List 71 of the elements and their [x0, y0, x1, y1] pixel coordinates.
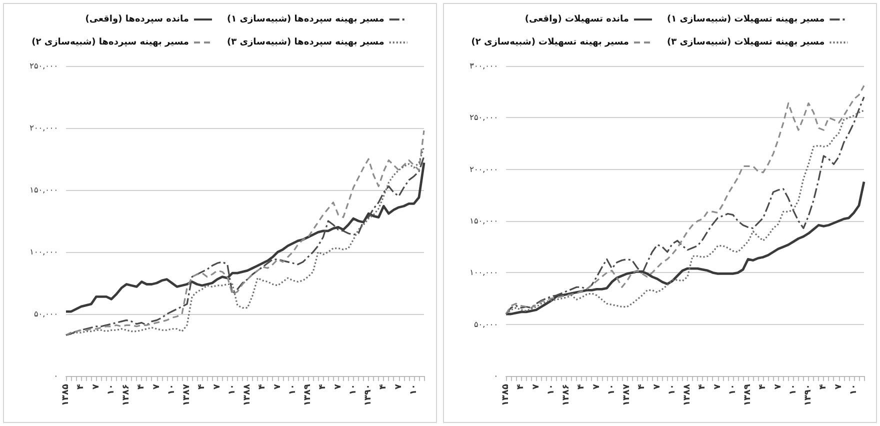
x-tick-label: ۱۰	[606, 384, 617, 395]
y-tick-label: ۱۵۰,۰۰۰	[30, 186, 58, 194]
x-tick-label: ۴	[197, 384, 208, 390]
x-tick-label: ۱۳۸۷	[182, 384, 192, 406]
x-tick-label: ۱۳۸۹	[303, 384, 314, 406]
x-tick-label: ۴	[378, 384, 389, 390]
y-tick-label: ۱۰۰,۰۰۰	[30, 248, 58, 256]
x-tick-label: ۷	[91, 384, 102, 390]
x-tick-label: ۷	[152, 384, 162, 390]
x-tick-label: ۴	[758, 384, 768, 390]
legend-label: مسیر بهینه سپرده‌ها (شبیه‌سازی ۲)	[32, 38, 189, 48]
x-tick-label: ۱۳۸۷	[622, 384, 632, 406]
x-tick-label: ۷	[531, 384, 542, 390]
y-tick-label: ۰	[494, 372, 498, 380]
x-tick-label: ۱۰	[788, 384, 798, 395]
line-series	[504, 180, 866, 316]
legend-label: مسیر بهینه سپرده‌ها (شبیه‌سازی ۳)	[226, 38, 384, 48]
x-tick-label: ۱۰	[546, 384, 556, 395]
x-tick-label: ۱۳۸۸	[242, 384, 253, 406]
y-tick-label: ۲۵۰,۰۰۰	[30, 62, 58, 70]
x-tick-label: ۴	[637, 384, 648, 390]
x-tick-label: ۴	[258, 384, 268, 390]
x-tick-label: ۴	[136, 384, 147, 390]
x-tick-label: ۱۳۸۶	[122, 384, 132, 406]
x-tick-label: ۱۰	[408, 384, 419, 395]
x-tick-label: ۴	[76, 384, 86, 390]
y-tick-label: ۱۵۰,۰۰۰	[470, 216, 498, 226]
x-tick-label: ۴	[516, 384, 526, 390]
legend-label: مانده سپرده‌ها (واقعی)	[85, 14, 189, 24]
x-tick-label: ۴	[318, 384, 328, 390]
x-tick-label: ۷	[592, 384, 602, 390]
x-tick-label: ۷	[652, 384, 662, 390]
x-tick-label: ۱۳۸۶	[562, 384, 572, 406]
x-tick-label: ۴	[698, 384, 708, 390]
x-tick-label: ۱۰	[227, 384, 238, 395]
y-tick-label: ۲۵۰,۰۰۰	[470, 113, 498, 122]
x-tick-label: ۱۳۸۸	[682, 384, 693, 406]
x-tick-label: ۱۰	[348, 384, 358, 395]
y-tick-label: ۲۰۰,۰۰۰	[470, 164, 498, 174]
x-tick-label: ۱۳۸۵	[501, 384, 511, 406]
x-tick-label: ۱۳۸۵	[61, 384, 71, 406]
x-tick-label: ۷	[712, 384, 723, 390]
x-tick-label: ۷	[333, 384, 344, 390]
x-tick-label: ۱۰	[728, 384, 738, 395]
legend-label: مسیر بهینه تسهیلات (شبیه‌سازی ۱)	[666, 14, 825, 24]
x-tick-label: ۱۳۹۰	[804, 384, 814, 406]
x-tick-label: ۷	[272, 384, 283, 390]
x-tick-label: ۱۰	[288, 384, 298, 395]
x-tick-label: ۱۳۹۰	[364, 384, 374, 406]
x-tick-label: ۱۰	[106, 384, 116, 395]
y-tick-label: ۲۰۰,۰۰۰	[30, 124, 58, 132]
legend-label: مسیر بهینه تسهیلات (شبیه‌سازی ۲)	[471, 38, 629, 48]
legend-label: مسیر بهینه سپرده‌ها (شبیه‌سازی ۱)	[226, 14, 384, 24]
x-tick-label: ۱۰	[667, 384, 678, 395]
legend-label: مسیر بهینه تسهیلات (شبیه‌سازی ۳)	[666, 38, 825, 48]
x-tick-label: ۷	[773, 384, 784, 390]
x-tick-label: ۷	[212, 384, 222, 390]
x-tick-label: ۱۰	[166, 384, 177, 395]
x-tick-label: ۷	[834, 384, 844, 390]
y-tick-label: ۰	[54, 372, 58, 380]
y-tick-label: ۵۰,۰۰۰	[474, 320, 498, 329]
line-series	[64, 162, 426, 313]
x-tick-label: ۷	[394, 384, 404, 390]
x-tick-label: ۱۰	[848, 384, 859, 395]
y-tick-label: ۵۰,۰۰۰	[34, 310, 58, 318]
legend-label: مانده تسهیلات (واقعی)	[524, 14, 629, 24]
x-tick-label: ۱۳۸۹	[743, 384, 754, 406]
x-tick-label: ۴	[576, 384, 587, 390]
x-tick-label: ۴	[818, 384, 829, 390]
y-tick-label: ۱۰۰,۰۰۰	[470, 268, 498, 278]
y-tick-label: ۳۰۰,۰۰۰	[470, 62, 498, 70]
